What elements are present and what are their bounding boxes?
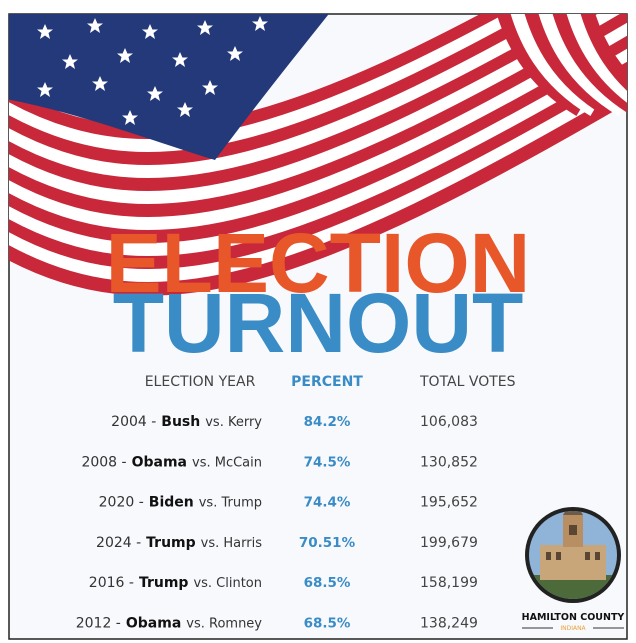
logo-state: INDIANA (560, 625, 586, 632)
row-winner: Trump (146, 535, 196, 551)
row-year: 2024 - (96, 535, 141, 551)
table: 2004 - Bush vs. Kerry 84.2% 106,083 2008 - Oba… (76, 414, 478, 632)
row-percent: 74.5% (304, 454, 351, 470)
flag-fold (496, 14, 584, 117)
row-percent: 70.51% (299, 535, 356, 551)
row-opponent: vs. Harris (201, 536, 263, 551)
row-votes: 199,679 (420, 535, 478, 551)
row-votes: 130,852 (420, 454, 478, 470)
flag-fold (524, 14, 612, 117)
flag-fold (538, 14, 626, 117)
row-percent: 68.5% (304, 575, 351, 591)
logo-name: HAMILTON COUNTY (522, 612, 625, 623)
row-year: 2016 - (89, 575, 134, 591)
row-votes: 106,083 (420, 414, 478, 430)
row-winner: Obama (132, 454, 187, 470)
flag-stripe (9, 74, 627, 283)
row-opponent: vs. Kerry (205, 415, 262, 430)
row-election: 2020 - Biden vs. Trump (99, 495, 262, 511)
row-election: 2012 - Obama vs. Romney (76, 616, 263, 632)
flag-canton (9, 14, 329, 160)
flag-stripe (9, 14, 510, 140)
flag-stripe (9, 14, 580, 179)
row-winner: Obama (126, 616, 181, 632)
flag (9, 14, 627, 296)
row-percent: 84.2% (304, 414, 351, 430)
row-opponent: vs. Trump (199, 496, 262, 511)
row-opponent: vs. McCain (192, 455, 262, 470)
row-opponent: vs. Romney (186, 617, 262, 632)
flag-stripe (9, 14, 602, 192)
header-percent: PERCENT (291, 374, 363, 390)
flag-stripe (9, 35, 627, 244)
row-votes: 138,249 (420, 616, 478, 632)
row-election: 2004 - Bush vs. Kerry (111, 414, 262, 430)
row-percent: 74.4% (304, 495, 351, 511)
row-opponent: vs. Clinton (193, 576, 262, 591)
title-line1: ELECTION (106, 216, 531, 310)
row-year: 2004 - (111, 414, 156, 430)
row-percent: 68.5% (304, 616, 351, 632)
row-winner: Biden (149, 495, 194, 511)
row-winner: Bush (161, 414, 200, 430)
flag-fold (566, 14, 627, 103)
header-year: ELECTION YEAR (145, 374, 256, 390)
flag-fold (510, 14, 598, 117)
row-election: 2024 - Trump vs. Harris (96, 535, 262, 551)
flag-stripe (9, 48, 627, 257)
flag-stripe (9, 87, 627, 296)
row-election: 2008 - Obama vs. McCain (81, 454, 262, 470)
row-winner: Trump (139, 575, 189, 591)
flag-stripe (9, 22, 627, 231)
header-votes: TOTAL VOTES (419, 374, 516, 390)
row-election: 2016 - Trump vs. Clinton (89, 575, 262, 591)
flag-stripe (9, 61, 627, 270)
row-votes: 158,199 (420, 575, 478, 591)
flag-stripe (9, 14, 627, 218)
row-year: 2012 - (76, 616, 121, 632)
row-year: 2020 - (99, 495, 144, 511)
title-line2: TURNOUT (113, 276, 524, 370)
row-votes: 195,652 (420, 495, 478, 511)
flag-fold (552, 14, 627, 113)
flag-stripe (9, 14, 625, 205)
flag-fold (580, 14, 627, 91)
row-year: 2008 - (81, 454, 126, 470)
